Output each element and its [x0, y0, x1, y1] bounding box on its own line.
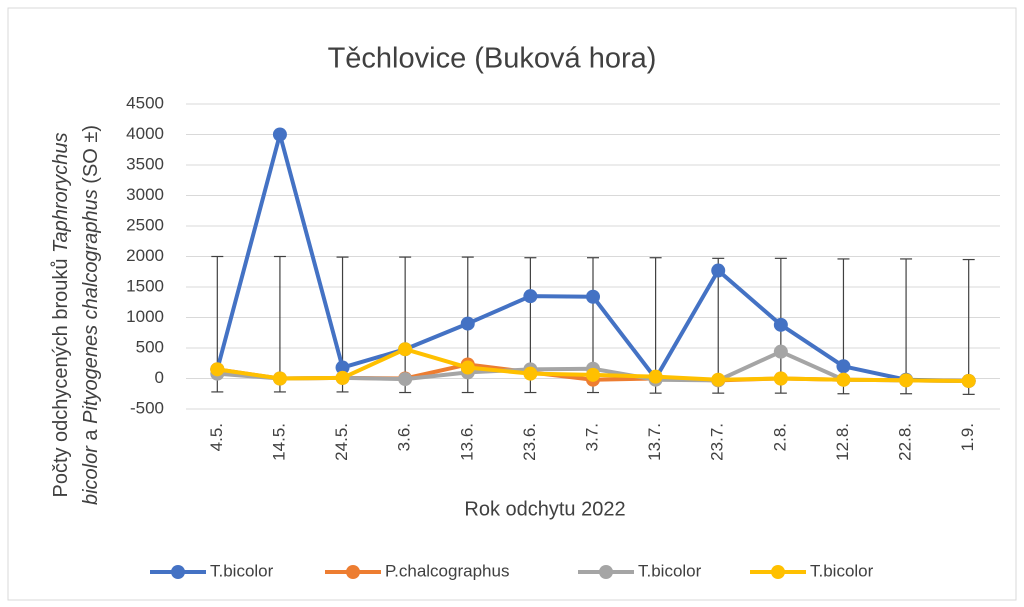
- data-point: [335, 370, 350, 385]
- y-tick-label: 2000: [126, 246, 164, 265]
- x-tick-label: 14.5.: [269, 423, 288, 461]
- data-point: [398, 342, 413, 357]
- y-tick-label: -500: [130, 398, 164, 417]
- y-tick-label: 500: [136, 337, 164, 356]
- y-tick-label: 3500: [126, 154, 164, 173]
- data-point: [586, 289, 600, 304]
- data-point: [773, 371, 788, 386]
- data-point: [836, 372, 851, 387]
- y-axis-label-part: a: [80, 424, 102, 446]
- y-axis-label-part: bicolor: [80, 445, 102, 505]
- y-tick-label: 1000: [126, 307, 164, 326]
- data-point: [648, 369, 663, 384]
- legend-marker: [346, 565, 360, 579]
- x-tick-label: 24.5.: [332, 423, 351, 461]
- x-tick-label: 1.9.: [958, 423, 977, 451]
- y-axis-label: Počty odchycených brouků Taphrorychus bic…: [50, 125, 102, 505]
- error-bar: [273, 255, 286, 393]
- y-tick-label: 3000: [126, 185, 164, 204]
- legend-marker: [171, 565, 185, 579]
- data-point: [773, 344, 788, 359]
- data-point: [272, 371, 287, 386]
- y-tick-label: 4000: [126, 124, 164, 143]
- legend-label: P.chalcographus: [385, 561, 509, 580]
- x-tick-label: 3.6.: [395, 423, 414, 451]
- y-axis-label-line: bicolor a Pityogenes chalcographus (SO ±…: [80, 125, 102, 505]
- legend-marker: [599, 565, 613, 579]
- data-point: [272, 127, 287, 142]
- y-axis-label-line: Počty odchycených brouků Taphrorychus: [50, 132, 72, 497]
- data-point: [773, 317, 788, 332]
- x-tick-label: 13.7.: [645, 423, 664, 461]
- chart-title: Těchlovice (Buková hora): [328, 43, 657, 75]
- x-tick-label: 2.8.: [770, 423, 789, 451]
- x-tick-label: 3.7.: [582, 423, 601, 451]
- x-tick-label: 13.6.: [457, 423, 476, 461]
- x-axis-label: Rok odchytu 2022: [464, 498, 625, 520]
- legend-label: T.bicolor: [810, 561, 874, 580]
- legend-label: T.bicolor: [638, 561, 702, 580]
- data-point: [398, 372, 413, 387]
- y-axis-label-part: Pityogenes chalcographus: [80, 189, 102, 424]
- y-tick-label: 1500: [126, 276, 164, 295]
- data-point: [899, 373, 914, 388]
- legend-marker: [771, 565, 785, 579]
- x-tick-label: 22.8.: [896, 423, 915, 461]
- data-point: [210, 362, 225, 377]
- y-tick-label: 2500: [126, 215, 164, 234]
- data-point: [711, 263, 726, 278]
- x-tick-label: 12.8.: [833, 423, 852, 461]
- y-tick-label: 0: [155, 368, 164, 387]
- legend: T.bicolor P.chalcographus T.bicolor T.bicol…: [150, 561, 874, 580]
- data-point: [523, 289, 538, 304]
- error-bar: [712, 257, 725, 394]
- data-point: [460, 360, 475, 375]
- legend-label: T.bicolor: [210, 561, 274, 580]
- y-tick-label: 4500: [126, 93, 164, 112]
- error-bar: [900, 258, 913, 395]
- data-point: [836, 359, 851, 374]
- data-point: [460, 316, 475, 331]
- data-point: [711, 372, 726, 387]
- error-bar: [962, 258, 975, 395]
- x-tick-label: 4.5.: [207, 423, 226, 451]
- data-point: [961, 373, 976, 388]
- y-axis-label-part: Počty odchycených brouků: [50, 253, 72, 498]
- data-point: [586, 367, 600, 382]
- data-point: [523, 366, 538, 381]
- y-axis-label-part: (SO ±): [80, 125, 102, 189]
- data-point: [335, 360, 350, 375]
- x-tick-label: 23.7.: [708, 423, 727, 461]
- error-bar: [399, 256, 412, 394]
- x-tick-label: 23.6.: [520, 423, 539, 461]
- y-axis-label-part: Taphrorychus: [50, 132, 72, 252]
